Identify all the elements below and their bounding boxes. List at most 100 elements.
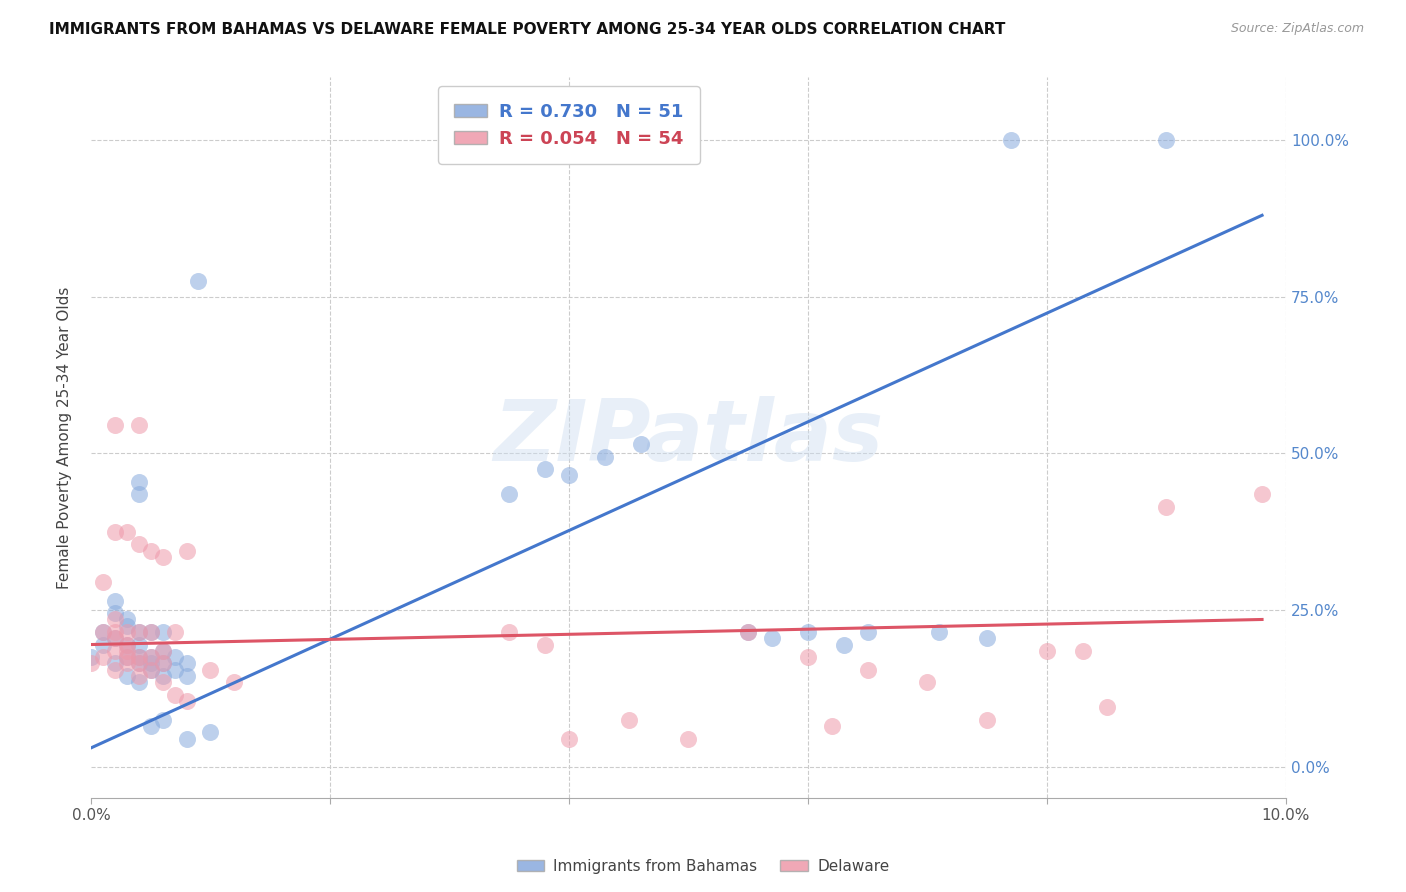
Point <box>115 524 138 539</box>
Point <box>152 675 174 690</box>
Text: IMMIGRANTS FROM BAHAMAS VS DELAWARE FEMALE POVERTY AMONG 25-34 YEAR OLDS CORRELA: IMMIGRANTS FROM BAHAMAS VS DELAWARE FEMA… <box>49 22 1005 37</box>
Point <box>917 675 939 690</box>
Point <box>115 650 138 665</box>
Point <box>152 713 174 727</box>
Point <box>176 657 198 671</box>
Point <box>617 713 640 727</box>
Point <box>1156 133 1178 147</box>
Point <box>1095 700 1118 714</box>
Point <box>163 650 186 665</box>
Point <box>593 450 616 464</box>
Point <box>128 669 150 683</box>
Point <box>152 625 174 640</box>
Point <box>821 719 844 733</box>
Point <box>678 731 700 746</box>
Point <box>856 663 879 677</box>
Point <box>976 632 998 646</box>
Point <box>128 650 150 665</box>
Point <box>104 632 127 646</box>
Text: ZIPatlas: ZIPatlas <box>494 396 883 479</box>
Point <box>128 657 150 671</box>
Point <box>128 418 150 433</box>
Point <box>498 625 520 640</box>
Point <box>139 650 162 665</box>
Point <box>1071 644 1094 658</box>
Legend: Immigrants from Bahamas, Delaware: Immigrants from Bahamas, Delaware <box>510 853 896 880</box>
Point <box>1251 487 1274 501</box>
Point <box>163 625 186 640</box>
Point <box>115 619 138 633</box>
Point <box>856 625 879 640</box>
Point <box>104 606 127 620</box>
Point <box>128 650 150 665</box>
Point <box>1036 644 1059 658</box>
Point <box>152 644 174 658</box>
Point <box>115 644 138 658</box>
Point <box>737 625 759 640</box>
Point <box>176 543 198 558</box>
Point <box>152 669 174 683</box>
Point <box>139 543 162 558</box>
Point <box>128 537 150 551</box>
Point <box>163 688 186 702</box>
Point <box>128 638 150 652</box>
Point <box>139 625 162 640</box>
Point <box>128 675 150 690</box>
Point <box>104 632 127 646</box>
Point <box>737 625 759 640</box>
Point <box>104 625 127 640</box>
Point <box>139 719 162 733</box>
Point <box>534 462 557 476</box>
Point <box>928 625 950 640</box>
Point <box>1156 500 1178 514</box>
Point <box>152 644 174 658</box>
Point <box>139 625 162 640</box>
Point <box>163 663 186 677</box>
Point <box>115 638 138 652</box>
Point <box>200 663 222 677</box>
Point <box>128 625 150 640</box>
Point <box>91 638 114 652</box>
Point <box>139 663 162 677</box>
Point <box>139 663 162 677</box>
Point <box>80 657 103 671</box>
Point <box>761 632 783 646</box>
Point <box>104 663 127 677</box>
Point <box>104 644 127 658</box>
Point <box>797 625 820 640</box>
Point <box>104 612 127 626</box>
Point <box>832 638 855 652</box>
Point <box>797 650 820 665</box>
Point <box>115 625 138 640</box>
Point <box>152 657 174 671</box>
Point <box>558 731 581 746</box>
Legend: R = 0.730   N = 51, R = 0.054   N = 54: R = 0.730 N = 51, R = 0.054 N = 54 <box>437 87 700 164</box>
Point <box>176 731 198 746</box>
Point <box>176 694 198 708</box>
Point <box>187 274 209 288</box>
Y-axis label: Female Poverty Among 25-34 Year Olds: Female Poverty Among 25-34 Year Olds <box>58 286 72 589</box>
Point <box>91 650 114 665</box>
Point <box>80 650 103 665</box>
Point <box>104 657 127 671</box>
Point <box>115 612 138 626</box>
Point <box>976 713 998 727</box>
Point <box>224 675 246 690</box>
Point <box>152 657 174 671</box>
Point <box>200 725 222 739</box>
Point <box>115 657 138 671</box>
Point <box>152 549 174 564</box>
Point <box>115 638 138 652</box>
Point <box>115 650 138 665</box>
Point <box>128 657 150 671</box>
Point <box>128 487 150 501</box>
Point <box>128 625 150 640</box>
Text: Source: ZipAtlas.com: Source: ZipAtlas.com <box>1230 22 1364 36</box>
Point <box>91 574 114 589</box>
Point <box>498 487 520 501</box>
Point <box>534 638 557 652</box>
Point <box>128 475 150 489</box>
Point <box>1000 133 1022 147</box>
Point <box>176 669 198 683</box>
Point <box>630 437 652 451</box>
